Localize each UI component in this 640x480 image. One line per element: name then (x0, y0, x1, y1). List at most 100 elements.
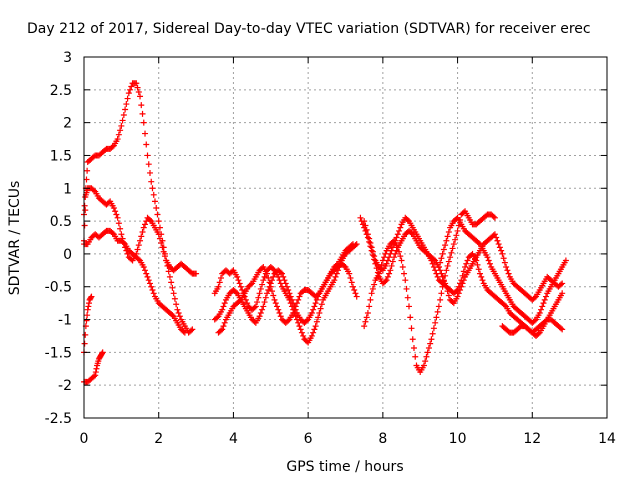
data-point (562, 257, 569, 264)
data-point (394, 231, 401, 238)
data-point (501, 259, 508, 266)
data-point (420, 362, 427, 369)
data-point (454, 293, 461, 300)
data-point (450, 241, 457, 248)
data-point (412, 353, 419, 360)
data-point (453, 232, 460, 239)
data-point (485, 257, 492, 264)
data-point (292, 303, 299, 310)
data-point (347, 274, 354, 281)
data-point (92, 369, 99, 376)
data-point (265, 287, 272, 294)
data-point (84, 312, 91, 319)
data-point (155, 218, 162, 225)
data-point (541, 296, 548, 303)
data-point (559, 280, 566, 287)
data-point (81, 202, 88, 209)
data-point (92, 372, 99, 379)
data-point (369, 285, 376, 292)
data-point (500, 255, 507, 262)
data-point (382, 250, 389, 257)
data-point (372, 260, 379, 267)
data-point (114, 136, 121, 143)
data-point (379, 257, 386, 264)
data-point (244, 300, 251, 307)
data-point (315, 291, 322, 298)
data-point (430, 325, 437, 332)
data-point (449, 245, 456, 252)
data-point (406, 303, 413, 310)
y-tick-label: 2.5 (50, 83, 72, 99)
data-point (297, 326, 304, 333)
data-point (399, 264, 406, 271)
data-point (410, 344, 417, 351)
data-point (264, 290, 271, 297)
data-point (282, 280, 289, 287)
data-point (265, 274, 272, 281)
data-point (476, 270, 483, 277)
data-point (484, 254, 491, 261)
data-point (455, 290, 462, 297)
data-point (99, 349, 106, 356)
data-point (557, 281, 564, 288)
data-point (371, 256, 378, 263)
data-point (444, 288, 451, 295)
data-point (135, 256, 142, 263)
data-point (531, 294, 538, 301)
data-point (174, 306, 181, 313)
data-point (291, 306, 298, 313)
data-point (81, 222, 88, 229)
data-point (90, 373, 97, 380)
data-point (82, 207, 89, 214)
data-point (146, 280, 153, 287)
data-point (148, 283, 155, 290)
data-point (161, 253, 168, 260)
data-point (88, 293, 95, 300)
data-point (452, 236, 459, 243)
data-point (348, 242, 355, 249)
data-point (142, 267, 149, 274)
data-point (501, 302, 508, 309)
data-point (531, 317, 538, 324)
data-point (377, 266, 384, 273)
data-point (352, 290, 359, 297)
y-tick-label: 0.5 (50, 214, 72, 230)
data-point (293, 300, 300, 307)
data-point (120, 111, 127, 118)
data-point (219, 306, 226, 313)
x-axis-label: GPS time / hours (286, 459, 403, 475)
data-point (115, 131, 122, 138)
data-point (494, 237, 501, 244)
data-point (119, 117, 126, 124)
data-point (260, 303, 267, 310)
data-point (404, 216, 411, 223)
data-point (458, 283, 465, 290)
data-point (557, 325, 564, 332)
data-point (84, 167, 91, 174)
data-point (382, 278, 389, 285)
data-point (193, 270, 200, 277)
y-tick-label: 1.5 (50, 148, 72, 164)
data-point (362, 318, 369, 325)
data-point (117, 127, 124, 134)
data-point (118, 122, 125, 129)
data-point (443, 267, 450, 274)
data-point (440, 246, 447, 253)
x-tick-label: 6 (304, 431, 313, 447)
data-point (82, 331, 89, 338)
data-point (432, 319, 439, 326)
data-point (143, 270, 150, 277)
data-point (353, 293, 360, 300)
data-point (151, 198, 158, 205)
data-point (117, 225, 124, 232)
data-point (475, 239, 482, 246)
data-point (115, 220, 122, 227)
data-point (364, 309, 371, 316)
data-point (239, 287, 246, 294)
data-point (363, 314, 370, 321)
data-point (373, 265, 380, 272)
data-point (367, 243, 374, 250)
data-point (90, 187, 97, 194)
data-point (270, 292, 277, 299)
data-point (277, 313, 284, 320)
